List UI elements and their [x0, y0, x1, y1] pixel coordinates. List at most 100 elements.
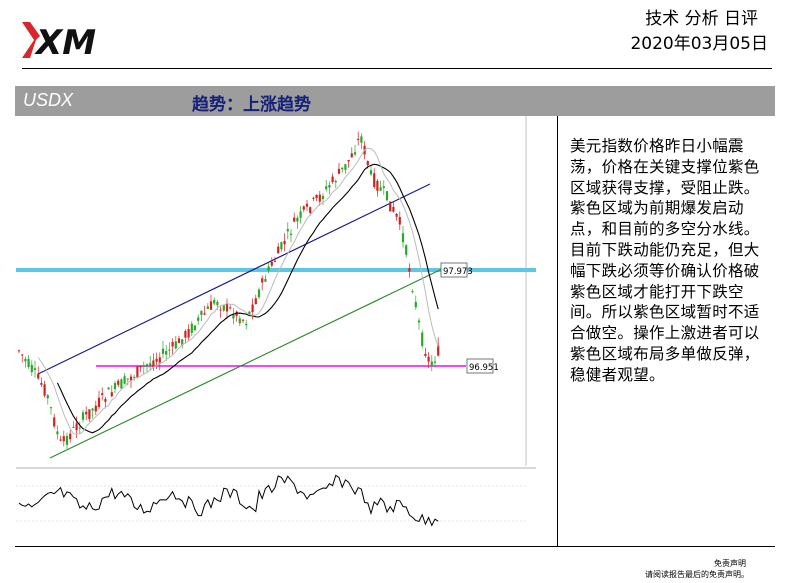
candle-body [376, 180, 379, 191]
candle-body [216, 301, 219, 306]
candle-body [117, 380, 120, 385]
candle-body [296, 217, 299, 222]
disclaimer-title: 免责声明 [714, 559, 746, 568]
candle-body [97, 397, 101, 408]
candle-body [197, 317, 200, 321]
candle-body [277, 246, 280, 254]
candle-body [69, 433, 72, 440]
candle-body [299, 211, 302, 218]
candle-body [30, 364, 33, 373]
candle-body [334, 180, 337, 183]
candle-body [280, 242, 283, 250]
candle-body [382, 186, 385, 188]
candle-body [101, 393, 104, 395]
candle-body [325, 186, 328, 190]
resistance-zone [16, 268, 536, 272]
candle-body [315, 194, 318, 198]
candlesticks [17, 131, 440, 449]
candle-body [305, 203, 309, 207]
candle-body [395, 213, 398, 217]
candle-body [139, 365, 142, 368]
candle-body [245, 323, 248, 326]
candle-body [366, 161, 369, 166]
candle-body [251, 304, 254, 313]
candle-body [270, 261, 273, 266]
candle-body [401, 233, 405, 243]
candle-body [209, 301, 213, 310]
candle-body [152, 360, 155, 368]
candle-body [193, 325, 197, 331]
trend-label: 趋势：上涨趋势 [192, 95, 311, 115]
candle-body [174, 341, 177, 349]
candle-body [257, 289, 261, 298]
candle-body [424, 353, 427, 356]
moving-average-line [56, 163, 439, 434]
disclaimer-note: 请阅读报告最后的免责声明。 [645, 570, 749, 579]
candle-body [389, 201, 392, 212]
candle-body [168, 349, 171, 351]
upper-price-label: 97.973 [443, 267, 473, 277]
candle-body [321, 196, 325, 200]
candle-body [414, 301, 417, 308]
candle-body [398, 217, 401, 225]
candle-body [72, 426, 75, 428]
candle-body [318, 194, 321, 202]
candle-body [369, 170, 373, 175]
candle-body [347, 160, 350, 162]
report-date: 2020年03月05日 [630, 34, 768, 54]
candle-body [91, 408, 94, 411]
candle-body [78, 427, 81, 429]
candle-body [46, 395, 49, 399]
candle-body [302, 206, 305, 210]
candle-body [405, 245, 408, 255]
channel-lower [49, 267, 445, 459]
candle-body [331, 176, 334, 183]
candle-body [248, 311, 251, 315]
candle-body [129, 376, 133, 381]
candle-body [120, 379, 123, 389]
candle-body [286, 229, 289, 232]
candle-body [27, 358, 30, 368]
candle-body [350, 153, 353, 158]
candle-body [433, 361, 437, 363]
candle-body [309, 207, 312, 214]
candle-body [289, 233, 293, 236]
candle-body [411, 291, 414, 293]
candle-body [49, 407, 53, 409]
candle-body [37, 373, 40, 379]
candle-body [337, 168, 341, 174]
candle-body [373, 173, 376, 187]
candle-body [110, 392, 113, 397]
candle-body [222, 304, 225, 311]
candle-body [136, 366, 139, 378]
candle-body [385, 191, 389, 201]
candle-body [161, 348, 165, 354]
candle-body [158, 357, 161, 364]
candle-body [232, 314, 235, 319]
candle-body [213, 299, 216, 304]
candle-body [62, 436, 65, 442]
analysis-commentary: 美元指数价格昨日小幅震荡，价格在关键支撑位紫色区域获得支撑，受阻止跌。紫色区域为… [570, 137, 760, 384]
chart-svg: 97.973 96.951 [16, 116, 558, 546]
candle-body [181, 339, 184, 346]
candle-body [273, 260, 277, 262]
moving-average-grey [37, 147, 439, 435]
candle-body [427, 356, 430, 362]
candle-body [238, 318, 241, 324]
candle-body [430, 361, 433, 366]
candle-body [261, 278, 264, 283]
candle-body [267, 266, 270, 271]
lower-price-tag [466, 358, 494, 374]
candle-body [437, 345, 440, 356]
symbol-band: USDX 趋势：上涨趋势 [15, 86, 775, 116]
candle-body [40, 382, 43, 385]
footer-rule [15, 546, 775, 547]
candle-body [149, 363, 152, 366]
candle-body [225, 303, 229, 312]
candle-body [65, 436, 69, 445]
candle-body [94, 405, 97, 412]
candle-body [241, 319, 245, 321]
candle-body [203, 313, 206, 315]
candle-body [392, 206, 395, 212]
candle-body [421, 332, 424, 346]
